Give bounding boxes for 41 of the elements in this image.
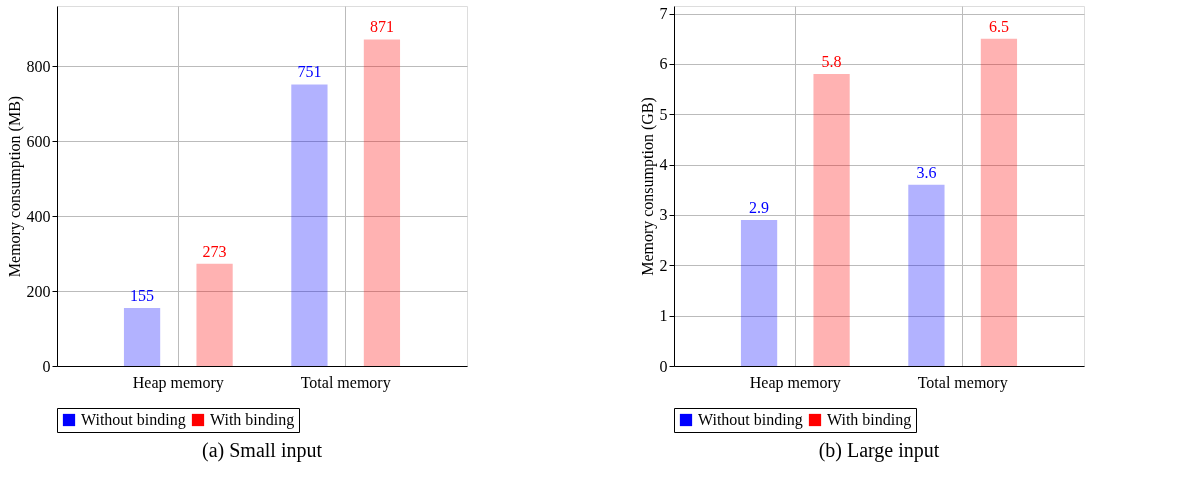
legend-label: Without binding (81, 411, 186, 429)
bar (123, 307, 161, 366)
y-tick-label: 1 (659, 307, 668, 325)
legend-label: With binding (827, 411, 912, 429)
y-tick-label: 600 (26, 132, 51, 150)
y-tick-label: 0 (42, 357, 51, 375)
bar (908, 184, 945, 366)
data-label: 5.8 (821, 52, 842, 70)
y-tick-label: 6 (659, 55, 668, 73)
x-tick-label: Total memory (300, 373, 391, 392)
x-tick-label: Heap memory (132, 373, 224, 392)
data-label: 273 (202, 242, 227, 260)
text: (b) Large input (818, 438, 940, 462)
y-axis-title: Memory consumption (GB) (638, 97, 657, 276)
bar (980, 38, 1018, 366)
y-tick-label: 4 (659, 156, 668, 174)
bar (740, 219, 778, 366)
legend-label: Without binding (698, 411, 803, 429)
data-label: 3.6 (916, 163, 937, 181)
bar (363, 39, 401, 366)
text: (a) Small input (202, 438, 323, 462)
y-tick-label: 400 (26, 207, 51, 225)
y-tick-label: 0 (659, 357, 668, 375)
y-tick-label: 5 (659, 105, 668, 123)
y-tick-label: 7 (659, 5, 668, 23)
data-label: 2.9 (749, 198, 770, 216)
bar (813, 73, 850, 366)
bar (291, 84, 328, 366)
y-axis-title: Memory consumption (MB) (5, 95, 24, 278)
legend-label: With binding (210, 411, 295, 429)
y-tick-label: 200 (26, 282, 51, 300)
x-tick-label: Heap memory (749, 373, 841, 392)
bar (196, 263, 233, 366)
data-label: 6.5 (988, 17, 1009, 35)
data-label: 751 (297, 63, 322, 81)
x-tick-label: Total memory (917, 373, 1008, 392)
y-tick-label: 800 (26, 57, 51, 75)
data-label: 871 (369, 18, 394, 36)
y-tick-label: 3 (659, 206, 668, 224)
y-tick-label: 2 (659, 256, 668, 274)
data-label: 155 (130, 286, 155, 304)
